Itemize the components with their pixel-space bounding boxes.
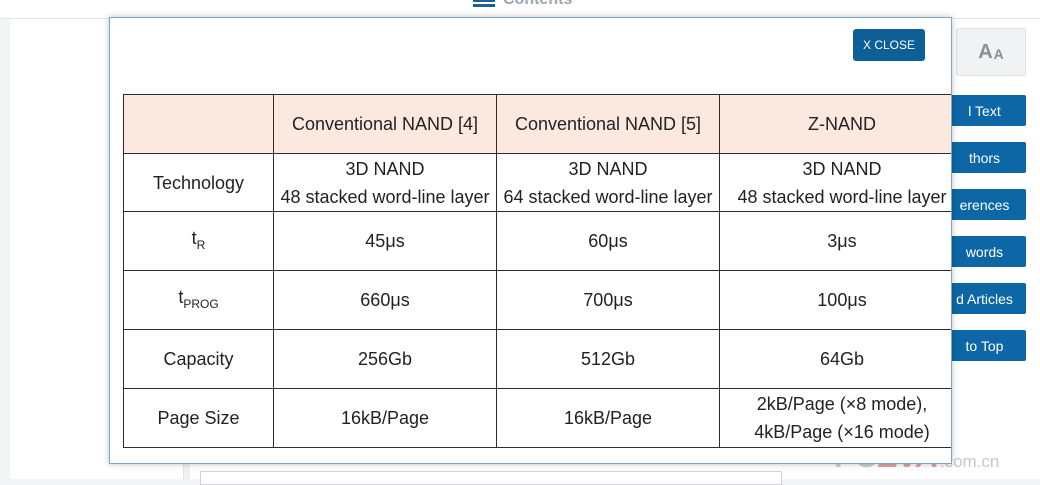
- cell-text: 16kB/Page: [340, 408, 430, 428]
- row-label: Capacity: [123, 329, 274, 389]
- column-header: Z-NAND: [719, 94, 951, 154]
- table-cell: 16kB/Page: [273, 388, 497, 448]
- table-cell: 3D NAND 64 stacked word-line layer: [496, 153, 720, 212]
- row-label-text: t: [178, 286, 184, 307]
- cell-text: 48 stacked word-line layer: [737, 186, 947, 207]
- content-box: [200, 471, 782, 485]
- table-cell: 512Gb: [496, 329, 720, 389]
- table-row: tPROG 660μs 700μs 100μs: [123, 270, 951, 330]
- font-size-large-glyph: A: [978, 40, 993, 63]
- cell-text: 512Gb: [580, 349, 636, 369]
- row-label: tR: [123, 211, 274, 271]
- cell-text: 3D NAND: [345, 158, 425, 179]
- cell-text: 64 stacked word-line layer: [503, 186, 713, 207]
- table-cell: 60μs: [496, 211, 720, 271]
- close-button[interactable]: X CLOSE: [853, 29, 925, 61]
- comparison-table: Conventional NAND [4] Conventional NAND …: [123, 94, 951, 448]
- cell-text: 3μs: [827, 231, 857, 251]
- figure-modal: X CLOSE Conventional NAND [4] Convention…: [109, 17, 952, 464]
- row-label-text: Page Size: [157, 408, 240, 428]
- table-cell: 3μs: [719, 211, 951, 271]
- list-icon: [473, 0, 495, 7]
- table-cell: 3D NAND 48 stacked word-line layer: [719, 153, 951, 212]
- row-label: Page Size: [123, 388, 274, 448]
- cell-text: 64Gb: [819, 349, 865, 369]
- cell-text: 60μs: [588, 231, 628, 251]
- cell-text: 45μs: [365, 231, 405, 251]
- cell-text: 100μs: [817, 290, 867, 310]
- cell-text: 2kB/Page (×8 mode),: [756, 394, 928, 414]
- row-label-text: Capacity: [163, 349, 234, 369]
- cell-text: 660μs: [360, 290, 410, 310]
- full-text-label: l Text: [968, 102, 1001, 119]
- column-header: Conventional NAND [5]: [496, 94, 720, 154]
- table-cell: 2kB/Page (×8 mode), 4kB/Page (×16 mode): [719, 388, 951, 448]
- table-cell: 256Gb: [273, 329, 497, 389]
- cell-text: 48 stacked word-line layer: [280, 186, 490, 207]
- cell-text: 4kB/Page (×16 mode): [754, 422, 930, 442]
- references-label: erences: [959, 196, 1010, 213]
- font-size-small-glyph: A: [993, 46, 1004, 62]
- row-label-subscript: PROG: [183, 296, 219, 311]
- table-cell: 45μs: [273, 211, 497, 271]
- cell-text: 700μs: [583, 290, 633, 310]
- table-cell: 700μs: [496, 270, 720, 330]
- contents-label: Contents: [503, 0, 572, 8]
- table-row: Capacity 256Gb 512Gb 64Gb: [123, 329, 951, 389]
- watermark-domain: .com.cn: [939, 452, 1000, 471]
- table-cell: 64Gb: [719, 329, 951, 389]
- table-row: Technology 3D NAND 48 stacked word-line la…: [123, 153, 951, 212]
- cell-text: 16kB/Page: [563, 408, 653, 428]
- column-header: Conventional NAND [4]: [273, 94, 497, 154]
- table-cell: 100μs: [719, 270, 951, 330]
- cell-text: 256Gb: [357, 349, 413, 369]
- cell-text: 3D NAND: [568, 158, 648, 179]
- table-cell: 16kB/Page: [496, 388, 720, 448]
- cell-text: 3D NAND: [802, 158, 882, 179]
- row-label-text: t: [191, 227, 197, 248]
- authors-label: thors: [968, 149, 1001, 166]
- table-header-row: Conventional NAND [4] Conventional NAND …: [123, 94, 951, 154]
- table-cell: 660μs: [273, 270, 497, 330]
- row-label-subscript: R: [196, 237, 206, 252]
- header-corner: [123, 94, 274, 154]
- table-row: tR 45μs 60μs 3μs: [123, 211, 951, 271]
- table-cell: 3D NAND 48 stacked word-line layer: [273, 153, 497, 212]
- row-label: Technology: [123, 153, 274, 212]
- table-row: Page Size 16kB/Page 16kB/Page 2kB/Page (×8 …: [123, 388, 951, 448]
- row-label: tPROG: [123, 270, 274, 330]
- row-label-text: Technology: [152, 172, 245, 193]
- back-to-top-label: to Top: [965, 337, 1004, 354]
- contents-link[interactable]: Contents: [473, 0, 572, 9]
- keywords-label: words: [965, 243, 1004, 260]
- related-articles-label: d Articles: [956, 290, 1013, 307]
